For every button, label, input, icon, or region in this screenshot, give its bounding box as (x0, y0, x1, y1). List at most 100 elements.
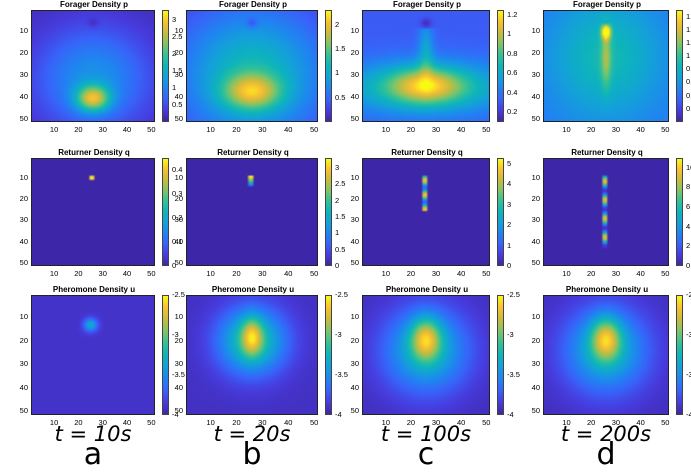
heatmap-panel: Forager Density p 10 20 30 40 50 10 20 30 40 50 3 2.… (13, 0, 197, 138)
y-tick-label: 30 (174, 359, 183, 369)
time-caption: t = 20s (213, 422, 291, 446)
x-tick-label: 20 (587, 125, 596, 134)
colorbar-tick-label: 1 (507, 240, 512, 250)
colorbar-tick-label: 4 (507, 179, 512, 189)
heatmap-canvas (187, 11, 317, 121)
y-tick-label: 20 (531, 335, 540, 345)
x-tick-label: 40 (284, 418, 293, 427)
colorbar (162, 10, 169, 122)
y-tick-label: 30 (174, 69, 183, 79)
heatmap-image (31, 158, 155, 266)
y-tick-label: 10 (350, 312, 359, 322)
x-tick-label: 30 (431, 125, 441, 134)
colorbar-tick-label: 3 (335, 162, 340, 172)
y-tick-label: 30 (19, 215, 28, 225)
colorbar-tick-label: 0 (335, 261, 340, 270)
colorbar-tick-label: 1.5 (172, 66, 183, 76)
x-tick-label: 20 (587, 418, 596, 427)
x-tick-label: 40 (122, 418, 132, 427)
colorbar-tick-label: 0.2 (507, 107, 518, 117)
y-tick-label: 30 (531, 215, 540, 225)
x-tick-label: 10 (206, 125, 215, 134)
colorbar (325, 10, 332, 122)
heatmap-canvas (32, 296, 154, 414)
colorbar (497, 295, 504, 415)
colorbar-tick-label: 0.2 (686, 103, 691, 113)
colorbar-tick-label: -3 (507, 330, 514, 339)
y-tick-label: 10 (174, 25, 183, 35)
colorbar-tick-label: -3 (686, 330, 691, 339)
y-tick-label: 30 (531, 69, 540, 79)
colorbar-tick-label: -3.5 (335, 370, 348, 379)
heatmap-image (362, 158, 490, 266)
colorbar-tick-label: -4 (686, 410, 691, 419)
heatmap-image (362, 295, 490, 415)
y-tick-label: 30 (174, 215, 183, 225)
y-tick-label: 20 (174, 194, 183, 204)
heatmap-canvas (363, 296, 489, 414)
colorbar (325, 158, 332, 266)
heatmap-image (543, 295, 669, 415)
colorbar-tick-label: 1.4 (686, 24, 691, 34)
panel-title: Returner Density q (571, 148, 643, 157)
x-tick-label: 30 (431, 269, 441, 278)
x-tick-label: 20 (232, 418, 241, 427)
panel-title: Forager Density p (59, 0, 128, 9)
x-tick-label: 30 (98, 269, 107, 278)
y-tick-label: 30 (19, 69, 28, 79)
y-tick-label: 20 (19, 47, 28, 57)
panel-title: Pheromone Density u (385, 285, 469, 294)
heatmap-image (31, 10, 155, 122)
heatmap-image (362, 10, 490, 122)
colorbar-tick-label: -3.5 (686, 370, 691, 379)
heatmap-panel: Pheromone Density u 10 20 30 40 50 10 20 30 40 50-… (168, 285, 360, 431)
colorbar (497, 158, 504, 266)
x-tick-label: 10 (562, 269, 571, 278)
colorbar-tick-label: -2.5 (507, 290, 520, 299)
x-tick-label: 40 (636, 269, 645, 278)
heatmap-panel: Forager Density p 10 20 30 40 50 10 20 30 40 50 1.2… (344, 0, 532, 138)
x-tick-label: 40 (122, 269, 132, 278)
colorbar-tick-label: 3 (507, 199, 512, 209)
x-tick-label: 40 (122, 125, 132, 134)
x-tick-label: 30 (611, 269, 621, 278)
x-tick-label: 40 (456, 269, 466, 278)
x-tick-label: 20 (406, 269, 416, 278)
y-tick-label: 10 (19, 25, 28, 35)
y-tick-label: 50 (531, 257, 540, 267)
colorbar-tick-label: 0.2 (172, 213, 183, 222)
y-tick-label: 20 (19, 335, 28, 345)
x-tick-label: 30 (258, 269, 267, 278)
x-tick-label: 40 (456, 125, 466, 134)
x-tick-label: 50 (147, 418, 156, 427)
heatmap-image (31, 295, 155, 415)
colorbar-tick-label: 10 (686, 162, 691, 172)
y-tick-label: 40 (19, 236, 28, 246)
y-tick-label: 20 (19, 194, 28, 204)
y-tick-label: 20 (350, 335, 359, 345)
y-tick-label: 40 (531, 236, 540, 246)
y-tick-label: 20 (350, 47, 359, 57)
x-tick-label: 50 (482, 269, 491, 278)
y-tick-label: 50 (174, 257, 183, 267)
y-tick-label: 50 (531, 113, 540, 123)
colorbar-tick-label: -3.5 (172, 370, 185, 379)
x-tick-label: 50 (482, 418, 491, 427)
heatmap-panel: Returner Density q 10 20 30 40 50 10 20 30 40 50 5 4… (344, 148, 532, 282)
x-tick-label: 50 (147, 269, 156, 278)
time-caption: t = 10s (54, 422, 132, 446)
x-tick-label: 50 (309, 269, 319, 278)
heatmap-image (186, 158, 318, 266)
colorbar (676, 158, 683, 266)
panel-title: Returner Density q (217, 148, 289, 157)
x-tick-label: 20 (406, 418, 416, 427)
heatmap-image (186, 295, 318, 415)
x-tick-label: 10 (381, 418, 390, 427)
heatmap-canvas (363, 11, 489, 121)
x-tick-label: 10 (381, 269, 390, 278)
y-tick-label: 50 (531, 406, 540, 416)
y-tick-label: 10 (531, 25, 540, 35)
colorbar-tick-label: -2.5 (172, 290, 185, 299)
colorbar-tick-label: 2 (172, 49, 177, 59)
heatmap-canvas (544, 11, 668, 121)
